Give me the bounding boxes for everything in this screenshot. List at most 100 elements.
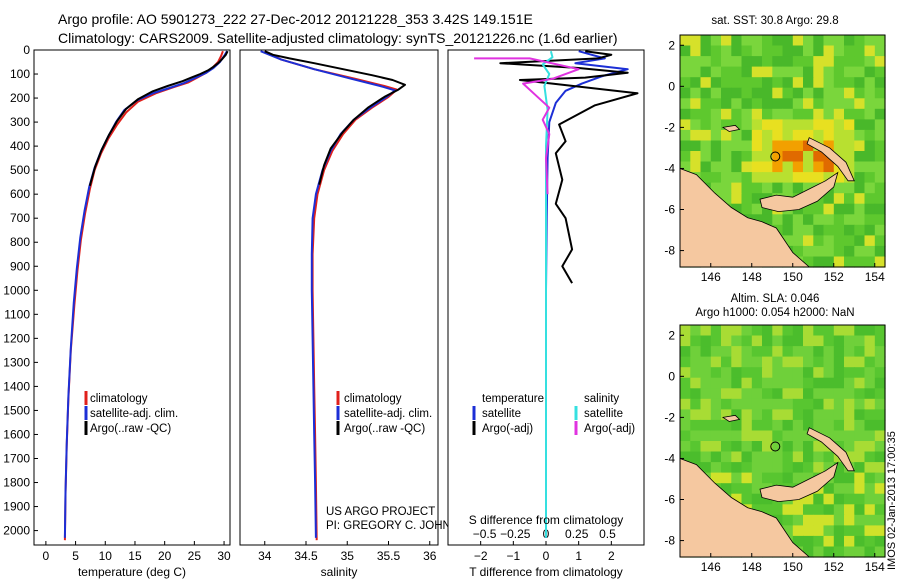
- heatmap-cell: [700, 388, 712, 400]
- heatmap-cell: [864, 493, 876, 505]
- heatmap-cell: [762, 108, 773, 120]
- lat-tick-label: -6: [664, 493, 675, 507]
- sla-land: [679, 414, 855, 558]
- heatmap-cell: [721, 151, 732, 163]
- heatmap-cell: [751, 193, 763, 205]
- heatmap-cell: [690, 430, 702, 442]
- heatmap-cell: [782, 66, 794, 78]
- heatmap-cell: [700, 451, 712, 463]
- lon-tick-label: 154: [865, 270, 885, 284]
- heatmap-cell: [864, 346, 876, 358]
- heatmap-cell: [823, 256, 835, 268]
- heatmap-cell: [833, 140, 845, 152]
- credit-pi: PI: GREGORY C. JOHNSON: [326, 520, 476, 532]
- heatmap-cell: [782, 356, 794, 368]
- heatmap-cell: [731, 151, 743, 163]
- heatmap-cell: [772, 451, 784, 463]
- heatmap-cell: [782, 451, 794, 463]
- heatmap-cell: [864, 483, 876, 495]
- heatmap-cell: [813, 525, 825, 537]
- heatmap-cell: [700, 335, 712, 347]
- heatmap-cell: [792, 108, 804, 120]
- heatmap-cell: [731, 35, 743, 47]
- heatmap-cell: [782, 514, 794, 526]
- heatmap-cell: [833, 182, 845, 194]
- heatmap-cell: [854, 140, 866, 152]
- heatmap-cell: [833, 472, 845, 484]
- heatmap-cell: [864, 356, 876, 368]
- lat-tick-label: -8: [664, 534, 675, 548]
- heatmap-cell: [803, 172, 814, 184]
- heatmap-cell: [762, 151, 773, 163]
- heatmap-cell: [690, 419, 702, 431]
- heatmap-cell: [721, 108, 732, 120]
- heatmap-cell: [751, 430, 763, 442]
- heatmap-cell: [762, 35, 773, 47]
- heatmap-cell: [772, 325, 784, 337]
- heatmap-cell: [721, 66, 732, 78]
- heatmap-cell: [772, 172, 784, 184]
- heatmap-cell: [864, 56, 876, 68]
- heatmap-cell: [700, 398, 712, 410]
- heatmap-cell: [751, 203, 763, 215]
- heatmap-cell: [803, 504, 814, 516]
- heatmap-cell: [690, 108, 702, 120]
- heatmap-cell: [700, 119, 712, 131]
- heatmap-cell: [700, 409, 712, 421]
- heatmap-cell: [762, 129, 773, 141]
- heatmap-cell: [741, 87, 753, 99]
- heatmap-cell: [782, 172, 794, 184]
- heatmap-cell: [772, 87, 784, 99]
- heatmap-cell: [844, 235, 855, 247]
- lat-tick-label: 0: [668, 79, 675, 93]
- heatmap-cell: [731, 441, 743, 453]
- heatmap-cell: [854, 356, 866, 368]
- heatmap-cell: [823, 409, 835, 421]
- heatmap-cell: [741, 419, 753, 431]
- heatmap-cell: [741, 203, 753, 215]
- heatmap-cell: [844, 87, 855, 99]
- heatmap-cell: [680, 451, 691, 463]
- depth-tick-label: 2000: [3, 524, 30, 538]
- difference-xlabel-top: S difference from climatology: [469, 513, 624, 527]
- difference-xlabel: T difference from climatology: [469, 565, 623, 579]
- heatmap-cell: [833, 35, 845, 47]
- heatmap-cell: [772, 129, 784, 141]
- heatmap-cell: [762, 504, 773, 516]
- heatmap-cell: [782, 235, 794, 247]
- heatmap-cell: [864, 214, 876, 226]
- heatmap-cell: [823, 346, 835, 358]
- title-line-1: Argo profile: AO 5901273_222 27-Dec-2012…: [58, 11, 533, 27]
- heatmap-cell: [772, 377, 784, 389]
- heatmap-cell: [864, 193, 876, 205]
- heatmap-cell: [823, 504, 835, 516]
- heatmap-cell: [803, 119, 814, 131]
- heatmap-cell: [854, 182, 866, 194]
- heatmap-cell: [854, 398, 866, 410]
- heatmap-cell: [741, 346, 753, 358]
- heatmap-cell: [782, 377, 794, 389]
- heatmap-cell: [751, 441, 763, 453]
- depth-tick-label: 0: [23, 43, 30, 57]
- heatmap-cell: [792, 356, 804, 368]
- lat-tick-label: -4: [664, 161, 675, 175]
- heatmap-cell: [690, 409, 702, 421]
- heatmap-cell: [833, 525, 845, 537]
- heatmap-cell: [813, 35, 825, 47]
- heatmap-cell: [864, 504, 876, 516]
- heatmap-cell: [844, 493, 855, 505]
- heatmap-cell: [680, 161, 691, 173]
- heatmap-cell: [741, 409, 753, 421]
- heatmap-cell: [833, 483, 845, 495]
- new-ireland-land: [806, 427, 855, 472]
- heatmap-cell: [772, 472, 784, 484]
- heatmap-cell: [710, 388, 722, 400]
- heatmap-cell: [741, 335, 753, 347]
- heatmap-cell: [864, 161, 876, 173]
- heatmap-cell: [690, 346, 702, 358]
- x-tick-label: 25: [188, 549, 202, 563]
- salinity-xlabel: salinity: [321, 565, 358, 579]
- heatmap-cell: [772, 45, 784, 57]
- heatmap-cell: [803, 325, 814, 337]
